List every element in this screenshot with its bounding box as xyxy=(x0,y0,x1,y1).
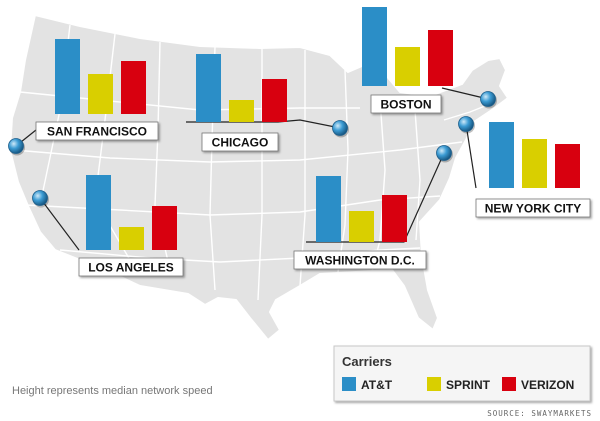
city-name: SAN FRANCISCO xyxy=(47,125,147,139)
bar-group-san-francisco: SAN FRANCISCO xyxy=(35,39,159,141)
legend-title: Carriers xyxy=(342,354,392,369)
legend-box xyxy=(333,345,591,402)
city-label-chicago: CHICAGO xyxy=(201,132,279,152)
pin-chicago xyxy=(332,120,349,138)
bar-washington-d-c-sprint xyxy=(349,211,374,242)
city-name: BOSTON xyxy=(380,98,431,112)
legend-swatch-sprint xyxy=(427,377,441,391)
legend-swatch-at-t xyxy=(342,377,356,391)
city-name: LOS ANGELES xyxy=(88,261,174,275)
bar-los-angeles-at-t xyxy=(86,175,111,250)
city-pins xyxy=(8,91,497,208)
legend-label-sprint: SPRINT xyxy=(446,378,491,392)
city-name: NEW YORK CITY xyxy=(485,202,581,216)
bar-washington-d-c-at-t xyxy=(316,176,341,242)
pin-san-francisco xyxy=(8,138,25,156)
bar-los-angeles-sprint xyxy=(119,227,144,250)
legend-label-verizon: VERIZON xyxy=(521,378,574,392)
bar-group-washington-d-c: WASHINGTON D.C. xyxy=(293,176,427,270)
source-credit: SOURCE: SWAYMARKETS xyxy=(487,409,592,418)
city-label-boston: BOSTON xyxy=(370,94,442,114)
bar-chicago-verizon xyxy=(262,79,287,122)
bar-san-francisco-at-t xyxy=(55,39,80,114)
bar-chicago-at-t xyxy=(196,54,221,122)
city-label-washington-d-c: WASHINGTON D.C. xyxy=(293,250,427,270)
connector-los-angeles xyxy=(39,197,80,251)
city-label-san-francisco: SAN FRANCISCO xyxy=(35,121,159,141)
legend: Carriers AT&T SPRINT VERIZON xyxy=(333,345,591,402)
bar-los-angeles-verizon xyxy=(152,206,177,250)
legend-label-at-t: AT&T xyxy=(361,378,393,392)
legend-items: AT&T SPRINT VERIZON xyxy=(342,377,574,392)
pin-los-angeles xyxy=(32,190,49,208)
connector-new-york-city xyxy=(465,123,477,189)
bar-boston-at-t xyxy=(362,7,387,86)
bar-san-francisco-sprint xyxy=(88,74,113,114)
footnote: Height represents median network speed xyxy=(12,385,213,397)
bar-group-boston: BOSTON xyxy=(362,7,453,114)
legend-item-verizon: VERIZON xyxy=(502,377,574,392)
bar-group-chicago: CHICAGO xyxy=(196,54,287,152)
bar-san-francisco-verizon xyxy=(121,61,146,114)
bar-washington-d-c-verizon xyxy=(382,195,407,242)
legend-swatch-verizon xyxy=(502,377,516,391)
bar-boston-sprint xyxy=(395,47,420,86)
city-label-new-york-city: NEW YORK CITY xyxy=(475,198,591,218)
legend-item-sprint: SPRINT xyxy=(427,377,491,392)
bar-chicago-sprint xyxy=(229,100,254,122)
pin-boston xyxy=(480,91,497,109)
pin-new-york-city xyxy=(458,116,475,134)
bar-new-york-city-verizon xyxy=(555,144,580,188)
pin-washington-d-c xyxy=(436,145,453,163)
legend-item-at-t: AT&T xyxy=(342,377,393,392)
city-name: CHICAGO xyxy=(212,136,269,150)
city-name: WASHINGTON D.C. xyxy=(305,254,415,268)
bar-boston-verizon xyxy=(428,30,453,86)
city-label-los-angeles: LOS ANGELES xyxy=(78,257,184,277)
city-bar-groups: SAN FRANCISCO CHICAGO BOSTON NEW YORK CITY L… xyxy=(35,7,591,277)
bar-new-york-city-at-t xyxy=(489,122,514,188)
bar-group-los-angeles: LOS ANGELES xyxy=(78,175,184,277)
bar-new-york-city-sprint xyxy=(522,139,547,188)
bar-group-new-york-city: NEW YORK CITY xyxy=(475,122,591,218)
